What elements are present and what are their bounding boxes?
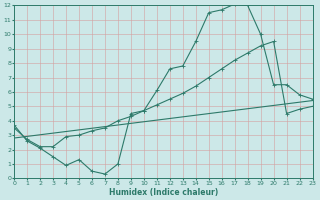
X-axis label: Humidex (Indice chaleur): Humidex (Indice chaleur) bbox=[109, 188, 218, 197]
